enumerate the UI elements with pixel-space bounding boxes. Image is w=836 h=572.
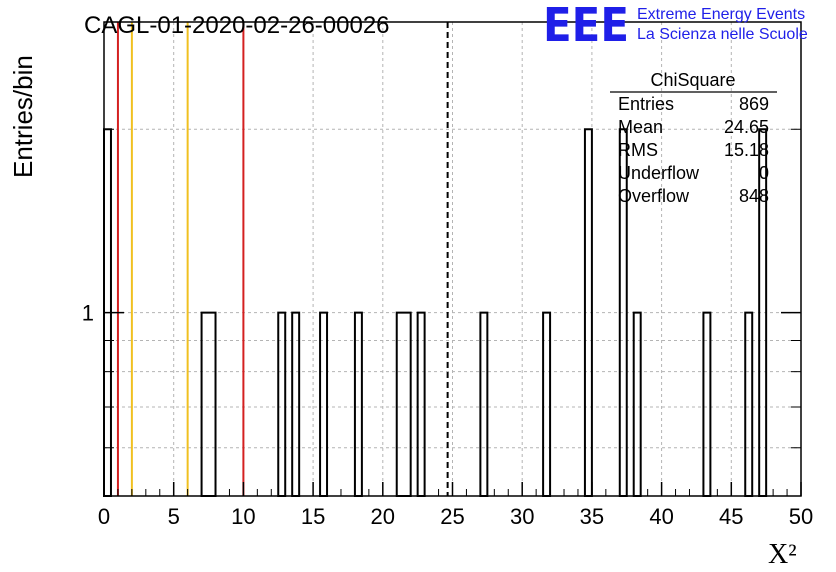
stats-row: Underflow 0	[618, 163, 769, 183]
logo-line-1: Extreme Energy Events	[637, 6, 805, 23]
y-tick-label: 1	[82, 301, 94, 326]
x-tick-label: 45	[719, 504, 743, 529]
reference-lines	[116, 22, 449, 496]
x-tick-label: 50	[789, 504, 813, 529]
chart-title: CAGL-01-2020-02-26-00026	[84, 12, 390, 39]
x-tick-label: 10	[231, 504, 255, 529]
stats-value: 24.65	[724, 117, 769, 137]
y-axis-label: Entries/bin	[8, 55, 38, 178]
x-tick-label: 15	[301, 504, 325, 529]
stats-label: Mean	[618, 117, 663, 137]
stats-box-title: ChiSquare	[650, 70, 735, 90]
stats-label: Entries	[618, 94, 674, 114]
x-axis-label: X²	[768, 539, 797, 570]
stats-label: RMS	[618, 140, 658, 160]
stats-label: Overflow	[618, 186, 690, 206]
stats-box: ChiSquare Entries 869 Mean 24.65 RMS 15.…	[610, 70, 777, 206]
stats-label: Underflow	[618, 163, 700, 183]
x-tick-label: 35	[580, 504, 604, 529]
stats-row: Mean 24.65	[618, 117, 769, 137]
logo-line-2: La Scienza nelle Scuole	[637, 26, 808, 43]
x-tick-label: 25	[440, 504, 464, 529]
x-tick-label: 0	[98, 504, 110, 529]
stats-row: Entries 869	[618, 94, 769, 114]
stats-value: 848	[739, 186, 769, 206]
x-tick-label: 30	[510, 504, 534, 529]
stats-row: RMS 15.18	[618, 140, 769, 160]
axes: 0 5 10 15 20 25 30 35 40 45 50 1	[82, 128, 813, 529]
stats-value: 0	[759, 163, 769, 183]
stats-value: 15.18	[724, 140, 769, 160]
grid	[104, 22, 801, 496]
stats-value: 869	[739, 94, 769, 114]
x-tick-label: 5	[168, 504, 180, 529]
stats-row: Overflow 848	[618, 186, 769, 206]
x-tick-label: 40	[649, 504, 673, 529]
x-tick-label: 20	[371, 504, 395, 529]
eee-logo: EEE	[543, 0, 629, 52]
